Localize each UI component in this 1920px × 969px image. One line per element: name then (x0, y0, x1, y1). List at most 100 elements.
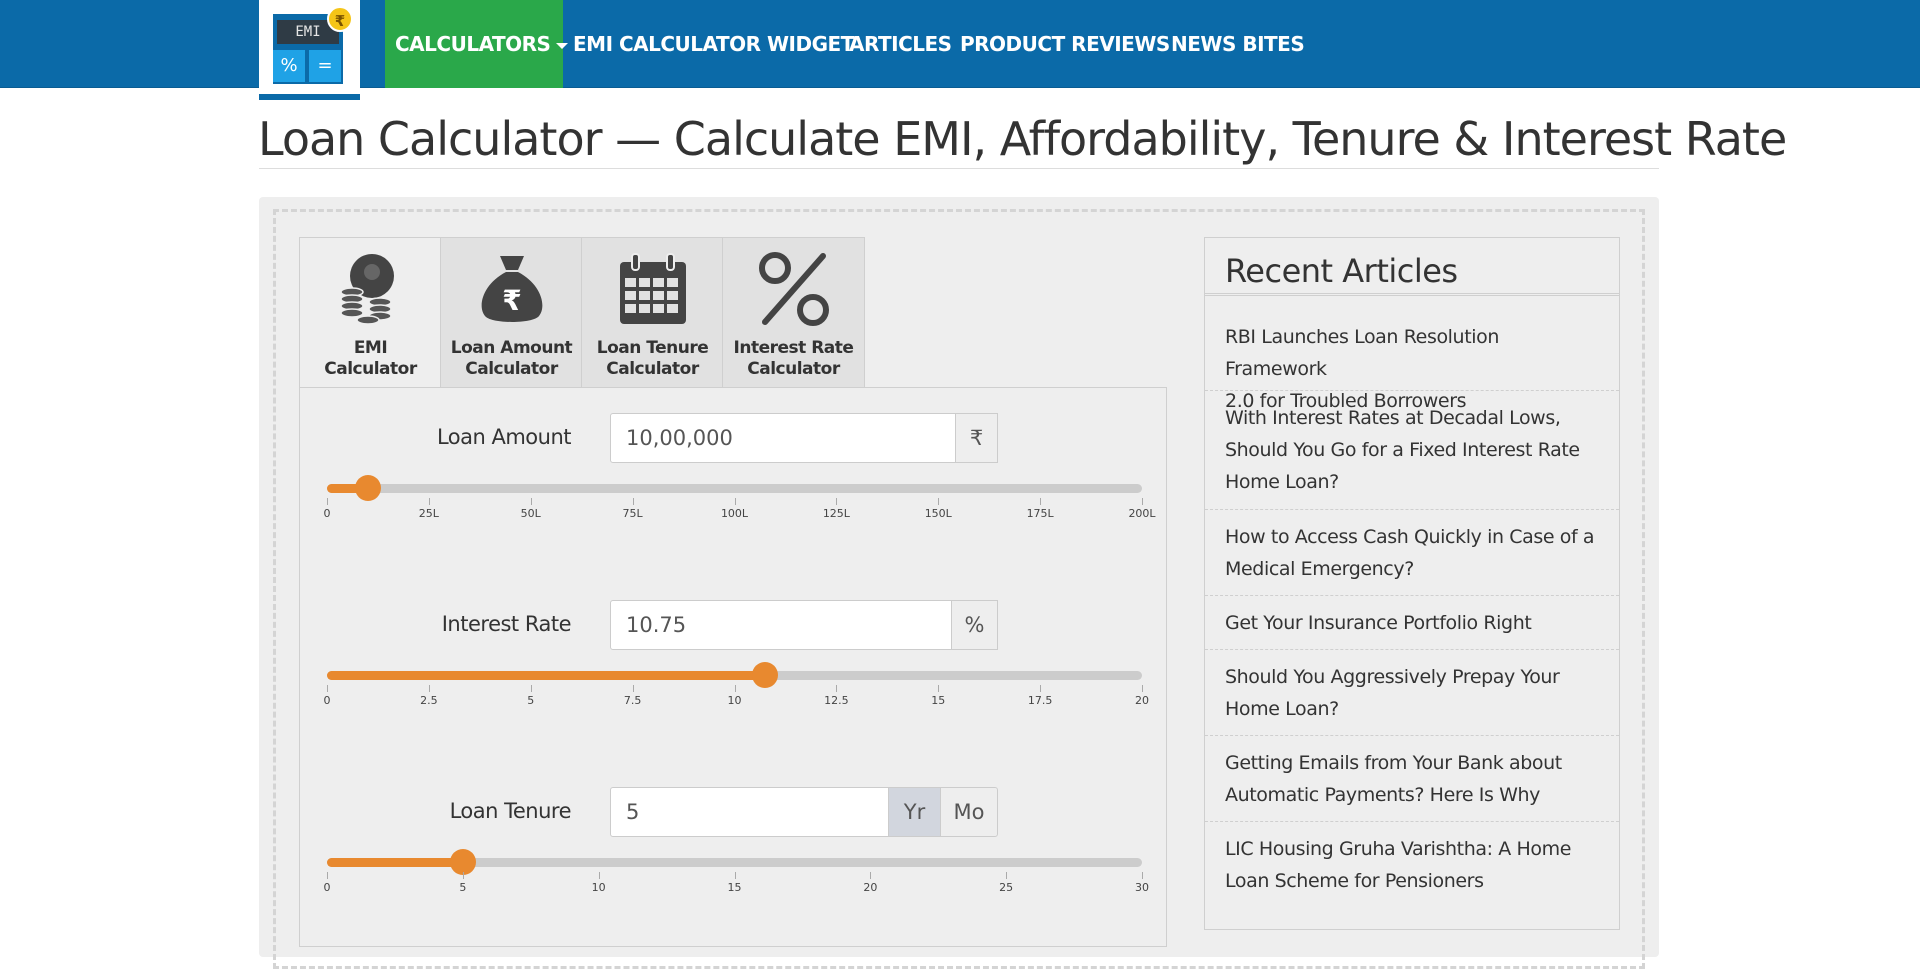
scale-tick (530, 498, 532, 505)
scale-tick (632, 498, 634, 505)
scale-tick-label: 175L (1026, 507, 1054, 520)
tenure-unit-month-button[interactable]: Mo (940, 787, 998, 837)
title-divider (259, 168, 1659, 169)
scale-tick-label: 17.5 (1027, 694, 1053, 707)
scale-tick-label: 5 (459, 881, 467, 894)
logo-key-equals: = (309, 50, 341, 82)
calendar-icon (620, 253, 686, 324)
rupee-unit-addon: ₹ (955, 413, 998, 463)
scale-tick (530, 685, 532, 692)
scale-tick (1142, 685, 1143, 692)
scale-tick-label: 0 (323, 694, 331, 707)
scale-tick-label: 75L (622, 507, 643, 520)
top-navbar: EMI % = ₹ CALCULATORS EMI CALCULATOR WID… (0, 0, 1920, 100)
article-link[interactable]: LIC Housing Gruha Varishtha: A Home Loan … (1225, 838, 1571, 892)
tab-loan-tenure-calculator[interactable]: Loan Tenure Calculator (582, 238, 723, 388)
emi-calculator-form: Loan Amount ₹ 0 25L 50L 75L 100L 125L 150L 175L… (299, 387, 1167, 947)
article-link[interactable]: With Interest Rates at Decadal Lows, Shou… (1205, 391, 1619, 510)
recent-articles-title: Recent Articles (1225, 252, 1458, 290)
loan-amount-slider-fill (327, 484, 368, 493)
article-link[interactable]: Get Your Insurance Portfolio Right (1205, 596, 1619, 650)
loan-tenure-label: Loan Tenure (449, 799, 572, 823)
tab-loan-amount-calculator[interactable]: ₹ Loan Amount Calculator (441, 238, 582, 388)
nav-news-bites[interactable]: NEWS BITES (1171, 32, 1305, 56)
scale-tick (870, 872, 872, 879)
scale-tick (836, 685, 838, 692)
scale-tick (734, 498, 736, 505)
scale-tick (734, 685, 736, 692)
scale-tick-label: 20 (1135, 694, 1149, 707)
tab-loan-tenure-label: Loan Tenure Calculator (596, 338, 709, 379)
scale-tick-label: 15 (727, 881, 742, 894)
loan-amount-label: Loan Amount (436, 425, 572, 449)
scale-tick (938, 498, 940, 505)
scale-tick-label: 50L (520, 507, 541, 520)
scale-tick-label: 2.5 (420, 694, 438, 707)
scale-tick (1040, 685, 1042, 692)
scale-tick-label: 150L (924, 507, 952, 520)
scale-tick (428, 498, 430, 505)
tab-emi-calculator[interactable]: EMI Calculator (300, 238, 441, 389)
scale-tick (632, 685, 634, 692)
scale-tick-label: 125L (822, 507, 850, 520)
scale-tick (327, 685, 328, 692)
scale-tick (836, 498, 838, 505)
interest-rate-input[interactable] (610, 600, 952, 650)
scale-tick (462, 872, 464, 879)
logo-key-percent: % (273, 50, 305, 82)
loan-tenure-slider[interactable] (327, 849, 1142, 875)
nav-articles[interactable]: ARTICLES (849, 32, 952, 56)
nav-calculators[interactable]: CALCULATORS (385, 0, 569, 88)
svg-text:₹: ₹ (502, 284, 521, 317)
tab-interest-rate-calculator[interactable]: Interest Rate Calculator (723, 238, 864, 388)
interest-rate-slider-fill (327, 671, 766, 680)
loan-amount-slider-handle[interactable] (354, 475, 381, 501)
scale-tick-label: 200L (1128, 507, 1156, 520)
site-logo[interactable]: EMI % = ₹ (259, 0, 360, 100)
scale-tick (598, 872, 600, 879)
interest-rate-slider[interactable] (327, 662, 1142, 688)
scale-tick (327, 872, 328, 879)
percent-icon (759, 252, 829, 326)
money-bag-icon: ₹ (481, 256, 543, 322)
scale-tick-label: 30 (1135, 881, 1149, 894)
loan-tenure-slider-fill (327, 858, 463, 867)
scale-tick-label: 10 (727, 694, 742, 707)
loan-amount-slider[interactable] (327, 475, 1142, 501)
scale-tick (734, 872, 736, 879)
loan-tenure-input[interactable] (610, 787, 889, 837)
tenure-unit-year-button[interactable]: Yr (888, 787, 941, 837)
caret-down-icon (556, 42, 569, 49)
tab-loan-amount-label: Loan Amount Calculator (450, 338, 573, 379)
loan-tenure-slider-handle[interactable] (449, 849, 476, 875)
percent-unit-addon: % (951, 600, 998, 650)
article-link[interactable]: Should You Aggressively Prepay Your Home … (1205, 650, 1619, 736)
interest-rate-label: Interest Rate (441, 612, 572, 636)
interest-rate-slider-handle[interactable] (752, 662, 779, 688)
scale-tick-label: 100L (720, 507, 749, 520)
nav-calculators-label: CALCULATORS (395, 32, 551, 56)
scale-tick-label: 20 (863, 881, 878, 894)
coins-icon (340, 254, 394, 325)
scale-tick-label: 0 (323, 881, 331, 894)
scale-tick (1006, 872, 1008, 879)
scale-tick (1142, 498, 1143, 505)
loan-amount-input[interactable] (610, 413, 956, 463)
article-link[interactable]: Getting Emails from Your Bank about Autom… (1205, 736, 1619, 822)
scale-tick-label: 7.5 (623, 694, 642, 707)
scale-tick-label: 15 (931, 694, 946, 707)
scale-tick-label: 0 (323, 507, 331, 520)
scale-tick-label: 10 (591, 881, 606, 894)
recent-articles-panel: Recent Articles RBI Launches Loan Resolu… (1204, 237, 1620, 930)
scale-tick-label: 25L (418, 507, 439, 520)
scale-tick (1142, 872, 1143, 879)
recent-articles-divider (1205, 293, 1619, 296)
scale-tick (428, 685, 430, 692)
nav-product-reviews[interactable]: PRODUCT REVIEWS (960, 32, 1170, 56)
page-title: Loan Calculator — Calculate EMI, Afforda… (258, 112, 1787, 166)
scale-tick (1040, 498, 1042, 505)
nav-emi-widget[interactable]: EMI CALCULATOR WIDGET (573, 32, 854, 56)
scale-tick (327, 498, 328, 505)
article-link[interactable]: RBI Launches Loan Resolution Framework 2.… (1205, 316, 1619, 412)
